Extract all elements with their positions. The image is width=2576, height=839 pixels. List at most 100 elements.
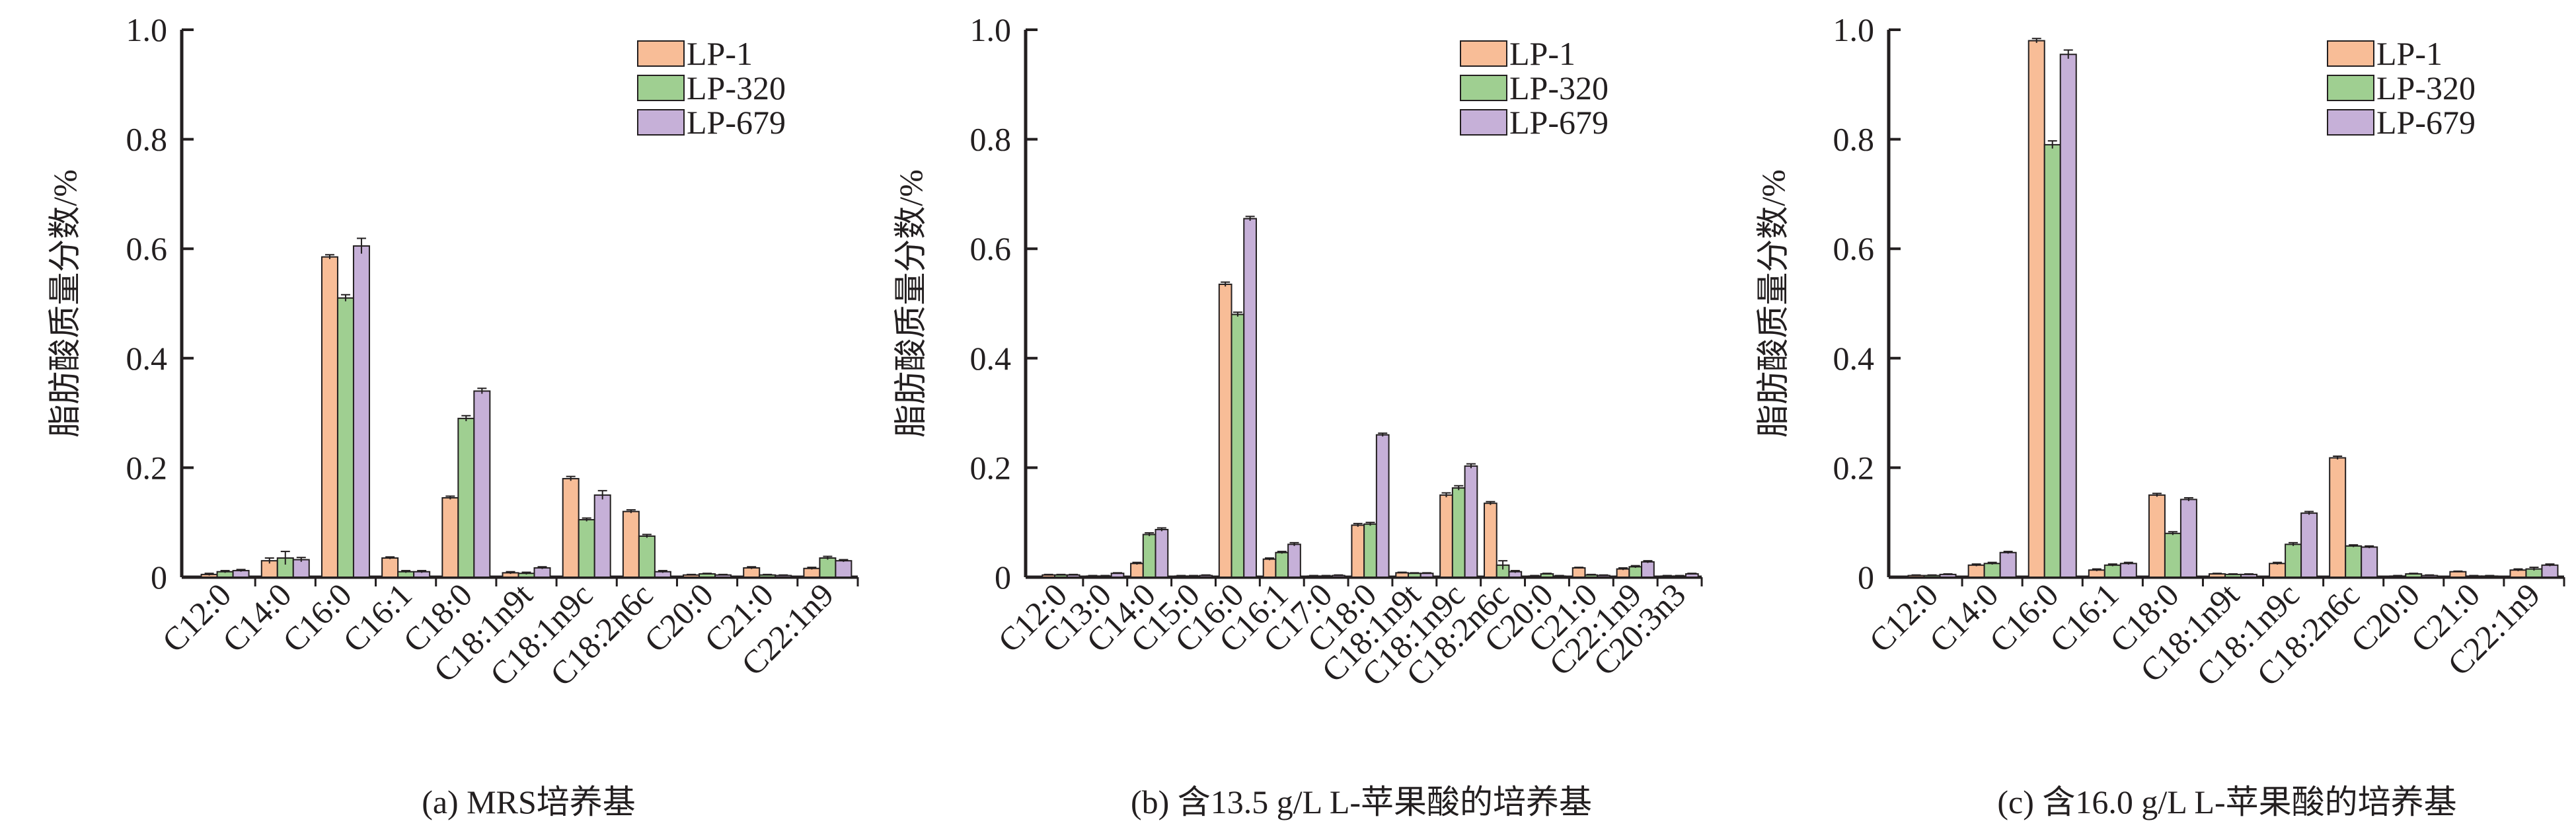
bar-lp-320-c221n9: [819, 557, 837, 579]
y-tick-label: 0.2: [1833, 449, 1875, 486]
bar-lp-320-c221n9: [1628, 566, 1643, 579]
bar-lp-679-c182n6c: [2361, 546, 2378, 579]
bar-lp-320-c181n9c: [1451, 487, 1466, 579]
bar-lp-1-c160: [2027, 40, 2045, 579]
bar-lp-679-c140: [292, 559, 310, 579]
bar-lp-1-c180: [2148, 494, 2166, 578]
bar-lp-679-c161: [2119, 563, 2137, 578]
y-tick-label: 0: [1858, 559, 1874, 596]
x-tick-label: C16:1: [2043, 576, 2126, 659]
bar-lp-1-c182n6c: [622, 510, 640, 579]
bar-lp-1-c160: [321, 256, 338, 578]
bar-lp-320-c180: [1363, 523, 1377, 579]
y-tick-label: 1.0: [970, 11, 1012, 48]
x-tick-label: C16:0: [1982, 576, 2065, 659]
y-tick-label: 0.4: [1833, 340, 1875, 377]
y-tick-label: 1.0: [1833, 11, 1875, 48]
y-axis-label: 脂肪酸质量分数/%: [1755, 169, 1792, 438]
y-tick-label: 0.8: [970, 121, 1012, 158]
bar-lp-1-c181n9c: [2269, 563, 2287, 578]
panel-caption: (b) 含13.5 g/L L-苹果酸的培养基: [1131, 783, 1592, 820]
y-tick-label: 0.6: [1833, 230, 1875, 267]
x-tick-label: C12:0: [155, 576, 238, 659]
bar-lp-679-c140: [1999, 551, 2017, 578]
y-axis-label: 脂肪酸质量分数/%: [892, 169, 929, 438]
bar-lp-679-c181n9c: [593, 494, 611, 578]
y-tick-label: 0.8: [126, 121, 168, 158]
bar-lp-1-c180: [441, 497, 459, 578]
chart-panel-1: 0 0.2 0.4 0.6 0.8 1.0 脂肪酸质量分数/% C12:0C14:0C16:0…: [46, 11, 859, 820]
bar-lp-679-c160: [1243, 218, 1257, 579]
legend-swatch-lp-1: [2327, 40, 2374, 67]
bar-lp-679-c160: [352, 245, 370, 578]
y-tick-label: 0.6: [126, 230, 168, 267]
bar-lp-679-c180: [2179, 499, 2197, 579]
bar-lp-1-c181n9c: [1439, 494, 1453, 578]
bar-lp-1-c140: [1967, 564, 1985, 578]
x-tick-label: C16:0: [276, 576, 359, 659]
legend-label-lp-679: LP-679: [1509, 104, 1609, 141]
bar-lp-320-c182n6c: [638, 535, 656, 579]
bar-lp-320-c181n9c: [578, 519, 595, 578]
bar-lp-679-c180: [473, 390, 491, 578]
bar-lp-1-c140: [1130, 563, 1144, 578]
bar-lp-679-c221n9: [835, 560, 852, 578]
bar-lp-1-c210: [1572, 567, 1586, 579]
bar-lp-320-c160: [336, 297, 354, 578]
legend-label-lp-320: LP-320: [2376, 69, 2476, 106]
bar-lp-320-c181n9t: [1408, 573, 1421, 578]
y-axis-label: 脂肪酸质量分数/%: [46, 169, 83, 438]
bar-lp-1-c182n6c: [2329, 457, 2347, 578]
legend-label-lp-1: LP-1: [687, 35, 753, 72]
bar-lp-1-c161: [381, 557, 399, 579]
y-tick-label: 0.4: [126, 340, 168, 377]
legend-swatch-lp-320: [637, 75, 685, 101]
y-tick-label: 0.2: [970, 449, 1012, 486]
bar-lp-679-c160: [2059, 54, 2077, 578]
legend-label-lp-1: LP-1: [2376, 35, 2443, 72]
bar-lp-320-c181n9c: [2285, 543, 2302, 579]
legend-swatch-lp-679: [2327, 109, 2374, 136]
x-tick-label: C20:0: [637, 576, 720, 659]
bar-lp-1-c161: [1262, 558, 1277, 579]
bar-lp-1-c181n9t: [1395, 572, 1410, 578]
bar-lp-320-c160: [2043, 143, 2061, 578]
chart-panel-3: 0 0.2 0.4 0.6 0.8 1.0 脂肪酸质量分数/% C12:0C14:0C16:0…: [1755, 11, 2565, 820]
y-tick-label: 0: [995, 559, 1011, 596]
bar-lp-679-c130: [1110, 573, 1125, 578]
bar-lp-679-c221n9: [2541, 564, 2559, 578]
legend-swatch-lp-679: [637, 109, 685, 136]
x-tick-label: C12:0: [1862, 576, 1945, 659]
y-tick-label: 0.6: [970, 230, 1012, 267]
y-tick-label: 0: [151, 559, 167, 596]
bar-lp-679-c161: [1287, 543, 1301, 579]
x-tick-label: C16:1: [336, 576, 419, 659]
y-tick-label: 0.2: [126, 449, 168, 486]
bar-lp-679-c180: [1375, 434, 1390, 578]
bar-lp-1-c180: [1351, 524, 1365, 579]
legend-swatch-lp-1: [1460, 40, 1507, 67]
bar-lp-1-c160: [1218, 284, 1232, 578]
bar-lp-679-c181n9c: [1464, 465, 1478, 579]
panel-caption: (a) MRS培养基: [422, 783, 636, 820]
bar-lp-1-c210: [2449, 571, 2467, 578]
bar-lp-320-c180: [2164, 532, 2181, 579]
bar-lp-1-c210: [743, 567, 761, 579]
x-tick-label: C14:0: [215, 576, 299, 659]
legend-swatch-lp-320: [1460, 75, 1507, 101]
bar-lp-320-c161: [2103, 564, 2121, 578]
legend-label-lp-679: LP-679: [2376, 104, 2476, 141]
bar-lp-679-c181n9c: [2300, 512, 2318, 579]
bar-lp-1-c221n9: [1616, 568, 1630, 579]
x-tick-label: C14:0: [1922, 576, 2005, 659]
bar-lp-1-c221n9: [803, 567, 821, 579]
legend-label-lp-1: LP-1: [1509, 35, 1575, 72]
x-tick-label: C20:0: [2343, 576, 2427, 659]
bar-lp-320-c160: [1231, 313, 1245, 578]
bar-lp-679-c221n9: [1641, 561, 1655, 578]
y-tick-label: 1.0: [126, 11, 168, 48]
bar-lp-320-c161: [1275, 551, 1289, 578]
legend-label-lp-320: LP-320: [1509, 69, 1609, 106]
legend-label-lp-320: LP-320: [687, 69, 786, 106]
